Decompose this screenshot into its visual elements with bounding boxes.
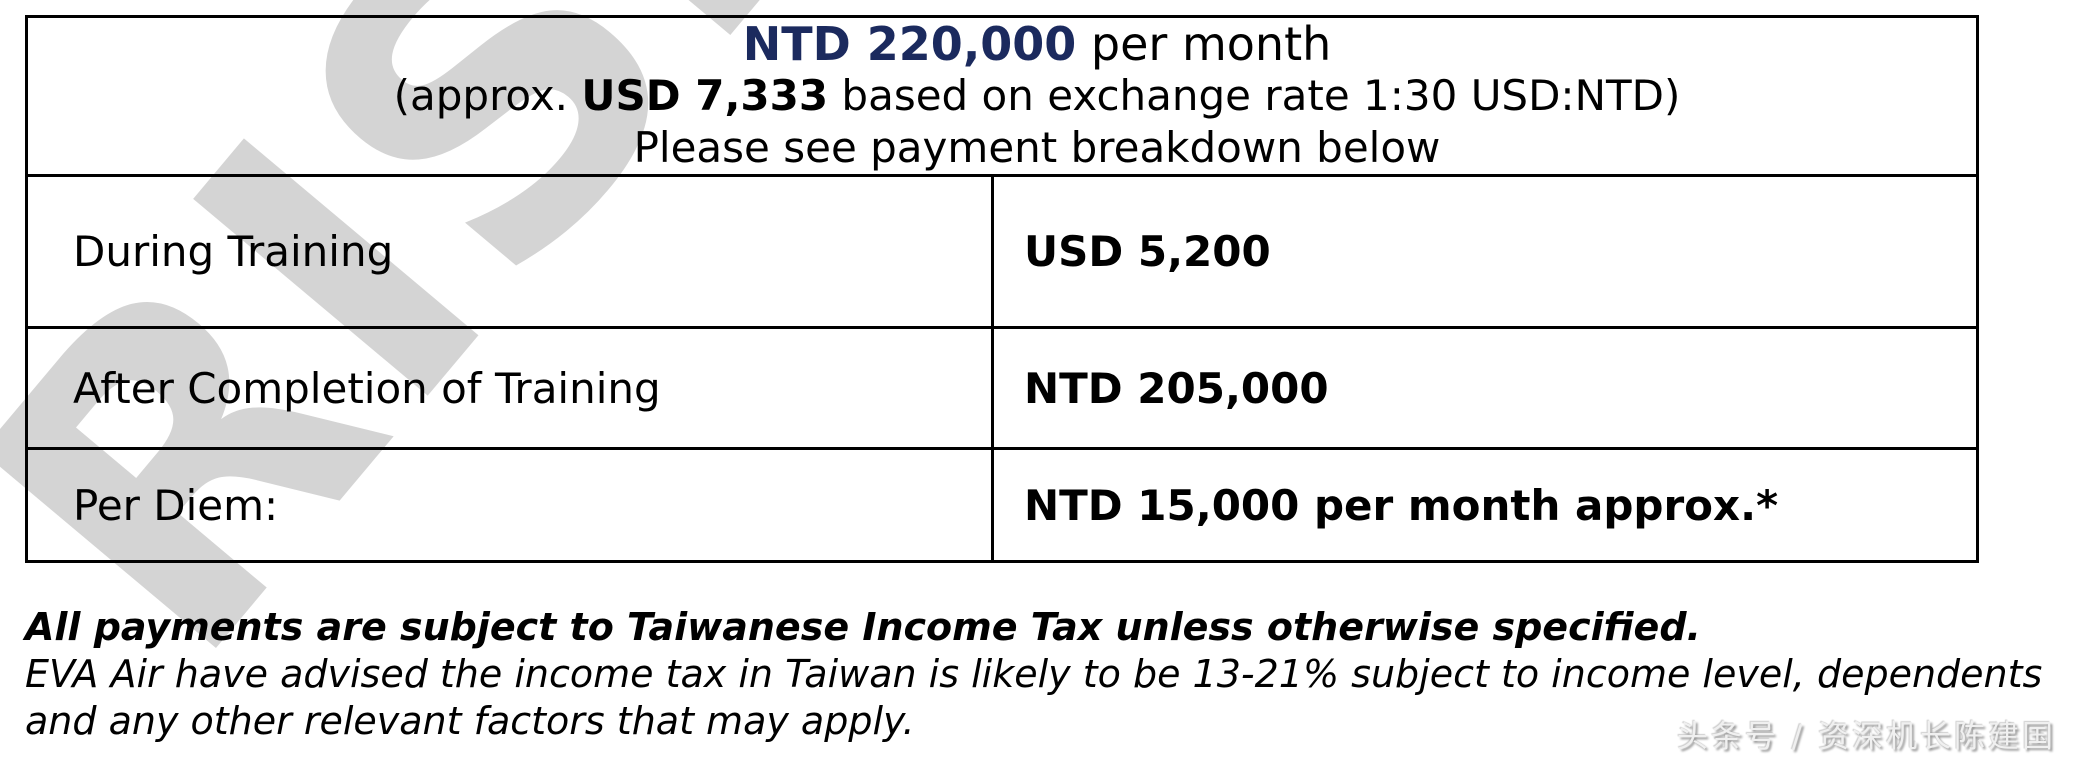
tax-note-italic-line-2: and any other relevant factors that may … — [25, 699, 915, 743]
tax-notes-section: All payments are subject to Taiwanese In… — [25, 604, 2074, 745]
tax-note-bold-line: All payments are subject to Taiwanese In… — [25, 605, 1701, 649]
payment-summary-cell: NTD 220,000 per month (approx. USD 7,333… — [24, 15, 1980, 177]
ntd-monthly-amount: NTD 220,000 — [742, 17, 1077, 71]
table-header-row: NTD 220,000 per month (approx. USD 7,333… — [24, 15, 1980, 177]
payment-breakdown-table: NTD 220,000 per month (approx. USD 7,333… — [24, 15, 1980, 563]
usd-approx-line: (approx. USD 7,333 based on exchange rat… — [98, 70, 1976, 122]
usd-approx-amount: USD 7,333 — [581, 71, 829, 120]
row-value-during-training: USD 5,200 — [990, 174, 1980, 329]
table-row-per-diem: Per Diem: NTD 15,000 per month approx.* — [25, 447, 1980, 563]
row-label-during-training: During Training — [25, 174, 994, 329]
exchange-rate-suffix: based on exchange rate 1:30 USD:NTD) — [828, 71, 1681, 120]
table-row-after-training: After Completion of Training NTD 205,000 — [25, 326, 1980, 450]
breakdown-note-line: Please see payment breakdown below — [633, 123, 1441, 172]
monthly-amount-line: NTD 220,000 per month — [98, 18, 1976, 70]
table-row-during-training: During Training USD 5,200 — [25, 174, 1980, 329]
row-value-after-training: NTD 205,000 — [990, 326, 1980, 450]
approx-prefix: (approx. — [393, 71, 582, 120]
row-value-per-diem: NTD 15,000 per month approx.* — [990, 447, 1980, 563]
row-label-per-diem: Per Diem: — [25, 447, 994, 563]
row-label-after-training: After Completion of Training — [25, 326, 994, 450]
corner-watermark-text: 头条号 / 资深机长陈建国 — [1676, 719, 2056, 755]
tax-note-italic-line-1: EVA Air have advised the income tax in T… — [25, 652, 2043, 696]
per-month-suffix: per month — [1076, 17, 1332, 71]
